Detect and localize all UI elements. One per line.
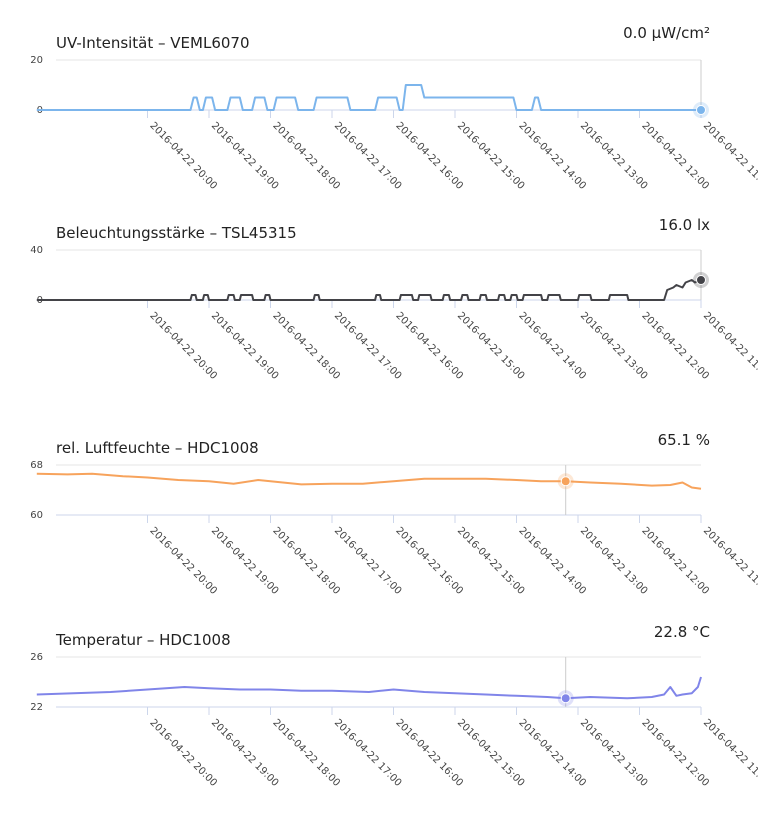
chart-title: Beleuchtungsstärke – TSL45315: [56, 224, 297, 242]
x-tick-label: 2016-04-22 15:00: [455, 310, 527, 382]
chart-title: UV-Intensität – VEML6070: [56, 34, 250, 52]
x-tick-label: 2016-04-22 20:00: [147, 525, 219, 597]
x-tick-label: 2016-04-22 13:00: [578, 310, 650, 382]
x-tick-label: 2016-04-22 14:00: [516, 120, 588, 192]
hover-point: [696, 275, 706, 285]
x-tick-label: 2016-04-22 13:00: [578, 717, 650, 789]
x-tick-label: 2016-04-22 15:00: [455, 120, 527, 192]
current-value: 65.1 %: [657, 431, 710, 449]
x-tick-label: 2016-04-22 18:00: [270, 525, 342, 597]
series-line: [36, 279, 702, 301]
chart-title: rel. Luftfeuchte – HDC1008: [56, 439, 259, 457]
chart-title: Temperatur – HDC1008: [56, 631, 231, 649]
x-tick-label: 2016-04-22 17:00: [332, 717, 404, 789]
chart-panel-temperature: Temperatur – HDC1008 22.8 °C 26 22 2016-04…: [0, 597, 758, 814]
y-tick-label: 26: [30, 652, 43, 663]
x-tick-label: 2016-04-22 19:00: [209, 120, 281, 192]
y-tick-label: 22: [30, 702, 43, 713]
y-tick-label: 20: [30, 55, 43, 66]
x-tick-label: 2016-04-22 13:00: [578, 525, 650, 597]
x-tick-label: 2016-04-22 17:00: [332, 120, 404, 192]
x-tick-label: 2016-04-22 15:00: [455, 525, 527, 597]
x-tick-label: 2016-04-22 18:00: [270, 717, 342, 789]
series-line: [36, 676, 702, 700]
x-tick-label: 2016-04-22 11:00: [701, 310, 758, 382]
x-tick-label: 2016-04-22 11:00: [701, 120, 758, 192]
x-tick-label: 2016-04-22 20:00: [147, 310, 219, 382]
hover-point: [560, 476, 571, 487]
x-tick-label: 2016-04-22 17:00: [332, 525, 404, 597]
y-tick-label: 40: [30, 245, 43, 256]
x-tick-label: 2016-04-22 14:00: [516, 310, 588, 382]
x-tick-label: 2016-04-22 18:00: [270, 310, 342, 382]
x-tick-label: 2016-04-22 18:00: [270, 120, 342, 192]
hover-point: [696, 105, 706, 115]
series-line: [36, 84, 701, 111]
x-tick-label: 2016-04-22 16:00: [393, 525, 465, 597]
current-value: 0.0 µW/cm²: [623, 24, 710, 42]
x-tick-label: 2016-04-22 12:00: [639, 310, 711, 382]
y-tick-label: 60: [30, 510, 43, 521]
x-tick-label: 2016-04-22 14:00: [516, 717, 588, 789]
x-tick-label: 2016-04-22 16:00: [393, 717, 465, 789]
x-tick-label: 2016-04-22 11:00: [701, 717, 758, 789]
x-tick-label: 2016-04-22 19:00: [209, 717, 281, 789]
x-tick-label: 2016-04-22 19:00: [209, 310, 281, 382]
x-tick-label: 2016-04-22 16:00: [393, 310, 465, 382]
x-tick-label: 2016-04-22 16:00: [393, 120, 465, 192]
x-tick-label: 2016-04-22 13:00: [578, 120, 650, 192]
hover-point: [560, 693, 571, 704]
x-tick-label: 2016-04-22 12:00: [639, 717, 711, 789]
x-tick-label: 2016-04-22 15:00: [455, 717, 527, 789]
x-tick-label: 2016-04-22 14:00: [516, 525, 588, 597]
x-tick-label: 2016-04-22 12:00: [639, 525, 711, 597]
y-tick-label: 68: [30, 460, 43, 471]
chart-panel-lux: Beleuchtungsstärke – TSL45315 16.0 lx 40…: [0, 190, 758, 390]
x-tick-label: 2016-04-22 12:00: [639, 120, 711, 192]
x-tick-label: 2016-04-22 11:00: [701, 525, 758, 597]
chart-panel-uv: UV-Intensität – VEML6070 0.0 µW/cm² 20 0 2…: [0, 0, 758, 200]
x-tick-label: 2016-04-22 20:00: [147, 717, 219, 789]
x-tick-label: 2016-04-22 17:00: [332, 310, 404, 382]
x-tick-label: 2016-04-22 19:00: [209, 525, 281, 597]
current-value: 22.8 °C: [653, 623, 710, 641]
current-value: 16.0 lx: [658, 216, 710, 234]
x-tick-label: 2016-04-22 20:00: [147, 120, 219, 192]
chart-panel-humidity: rel. Luftfeuchte – HDC1008 65.1 % 68 60 20…: [0, 405, 758, 605]
series-line: [36, 472, 702, 490]
